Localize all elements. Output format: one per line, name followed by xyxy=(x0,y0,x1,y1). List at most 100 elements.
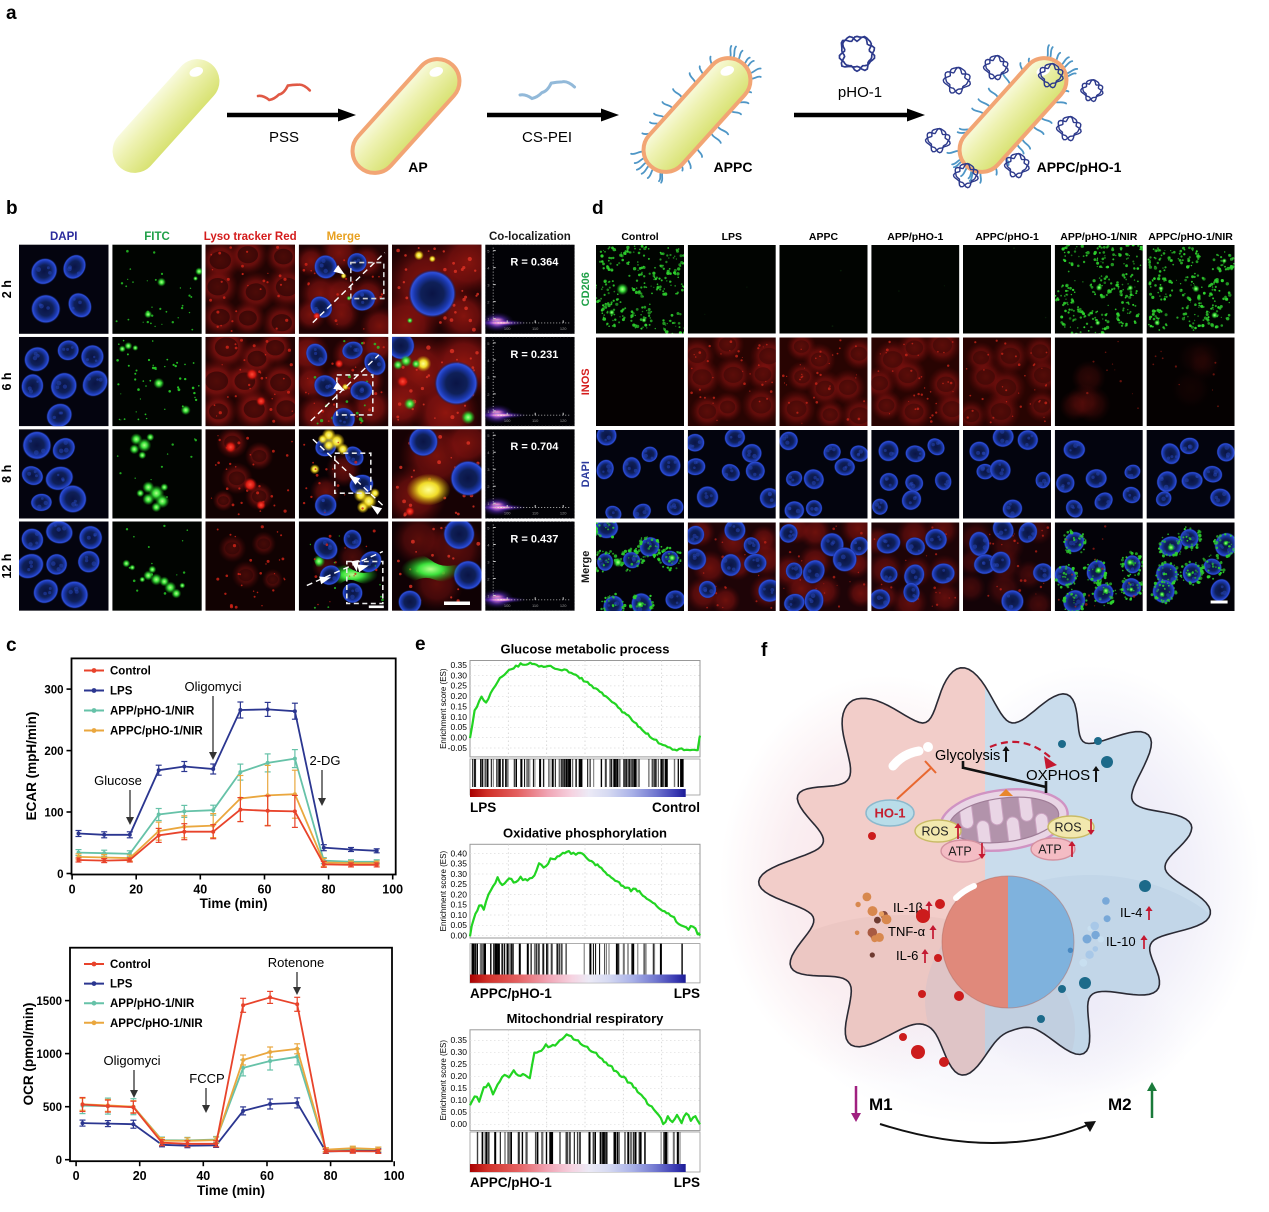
svg-text:5: 5 xyxy=(487,341,490,346)
svg-text:Control: Control xyxy=(652,800,700,815)
svg-text:0.30: 0.30 xyxy=(450,869,467,879)
svg-text:Mitochondrial respiratory: Mitochondrial respiratory xyxy=(507,1011,665,1026)
svg-text:CD206: CD206 xyxy=(580,272,592,306)
svg-text:0.35: 0.35 xyxy=(450,859,467,869)
svg-text:0: 0 xyxy=(73,1169,80,1183)
svg-text:4: 4 xyxy=(487,358,490,363)
svg-text:DAPI: DAPI xyxy=(580,461,592,487)
svg-text:0.05: 0.05 xyxy=(450,1107,467,1117)
svg-text:ROS: ROS xyxy=(921,825,948,839)
svg-text:5: 5 xyxy=(487,526,490,531)
svg-text:Control: Control xyxy=(110,666,151,678)
svg-text:0.20: 0.20 xyxy=(450,1071,467,1081)
svg-text:R = 0.364: R = 0.364 xyxy=(510,257,559,269)
svg-text:R = 0.437: R = 0.437 xyxy=(510,534,558,546)
svg-text:APP/pHO-1: APP/pHO-1 xyxy=(887,231,943,243)
svg-text:IL-1β: IL-1β xyxy=(893,900,923,915)
svg-text:ATP: ATP xyxy=(948,845,971,859)
svg-text:110: 110 xyxy=(532,418,539,423)
svg-text:1500: 1500 xyxy=(36,996,62,1008)
svg-text:3: 3 xyxy=(487,283,490,288)
svg-text:d: d xyxy=(592,198,604,219)
svg-text:300: 300 xyxy=(44,685,63,697)
svg-text:OCR (pmol/min): OCR (pmol/min) xyxy=(21,1003,36,1106)
svg-text:LPS: LPS xyxy=(110,979,133,991)
svg-text:Rotenone: Rotenone xyxy=(268,955,324,970)
svg-text:Merge: Merge xyxy=(580,551,592,583)
svg-text:APPC: APPC xyxy=(714,159,753,175)
svg-text:0: 0 xyxy=(69,883,76,897)
svg-text:0.20: 0.20 xyxy=(450,889,467,899)
svg-text:2: 2 xyxy=(487,484,490,489)
svg-text:1: 1 xyxy=(487,501,490,506)
svg-text:Co-localization: Co-localization xyxy=(489,231,571,243)
svg-text:110: 110 xyxy=(532,511,539,516)
svg-text:DAPI: DAPI xyxy=(50,231,77,243)
svg-text:Oligomyci: Oligomyci xyxy=(103,1053,160,1068)
svg-text:0.15: 0.15 xyxy=(450,1083,467,1093)
svg-text:c: c xyxy=(6,635,17,656)
svg-text:pHO-1: pHO-1 xyxy=(838,84,882,101)
svg-text:0.40: 0.40 xyxy=(450,848,467,858)
svg-text:b: b xyxy=(6,198,18,219)
svg-text:LPS: LPS xyxy=(674,1175,700,1190)
svg-text:CS-PEI: CS-PEI xyxy=(522,129,572,146)
svg-text:APP/pHO-1/NIR: APP/pHO-1/NIR xyxy=(1060,231,1137,243)
svg-text:APPC/pHO-1: APPC/pHO-1 xyxy=(975,231,1039,243)
svg-text:0: 0 xyxy=(56,1155,62,1167)
svg-text:0.05: 0.05 xyxy=(450,920,467,930)
svg-text:4: 4 xyxy=(487,543,490,548)
svg-text:APPC/pHO-1: APPC/pHO-1 xyxy=(1037,159,1122,175)
svg-text:120: 120 xyxy=(560,326,567,331)
svg-text:0.30: 0.30 xyxy=(450,1047,467,1057)
svg-text:ATP: ATP xyxy=(1038,843,1061,857)
svg-text:2-DG: 2-DG xyxy=(309,753,340,768)
svg-text:110: 110 xyxy=(532,603,539,608)
svg-text:M2: M2 xyxy=(1108,1095,1132,1114)
svg-text:500: 500 xyxy=(43,1102,62,1114)
svg-text:20: 20 xyxy=(129,883,143,897)
svg-text:APPC/pHO-1/NIR: APPC/pHO-1/NIR xyxy=(110,726,203,738)
svg-text:ROS: ROS xyxy=(1054,821,1081,835)
svg-text:100: 100 xyxy=(384,1169,405,1183)
svg-text:LPS: LPS xyxy=(674,986,700,1001)
svg-text:Control: Control xyxy=(621,231,658,243)
svg-text:60: 60 xyxy=(258,883,272,897)
svg-text:APPC/pHO-1: APPC/pHO-1 xyxy=(470,986,552,1001)
svg-text:0.35: 0.35 xyxy=(450,660,467,670)
svg-text:2 h: 2 h xyxy=(0,280,14,298)
svg-text:100: 100 xyxy=(504,418,511,423)
svg-text:Lyso tracker Red: Lyso tracker Red xyxy=(204,231,297,243)
svg-text:0.10: 0.10 xyxy=(450,712,467,722)
svg-text:0.15: 0.15 xyxy=(450,701,467,711)
svg-text:2: 2 xyxy=(487,392,490,397)
svg-text:3: 3 xyxy=(487,560,490,565)
svg-text:3: 3 xyxy=(487,375,490,380)
svg-text:Merge: Merge xyxy=(327,231,361,243)
svg-text:0.00: 0.00 xyxy=(450,1119,467,1129)
svg-text:8 h: 8 h xyxy=(0,465,14,483)
svg-text:40: 40 xyxy=(193,883,207,897)
svg-text:6 h: 6 h xyxy=(0,372,14,390)
svg-text:100: 100 xyxy=(504,326,511,331)
svg-text:0.25: 0.25 xyxy=(450,681,467,691)
svg-text:0.00: 0.00 xyxy=(450,930,467,940)
svg-text:e: e xyxy=(415,634,426,655)
svg-text:40: 40 xyxy=(196,1169,210,1183)
svg-text:LPS: LPS xyxy=(470,800,496,815)
svg-text:0.25: 0.25 xyxy=(450,879,467,889)
svg-text:-0.05: -0.05 xyxy=(448,743,468,753)
svg-text:1: 1 xyxy=(487,409,490,414)
svg-text:LPS: LPS xyxy=(722,231,742,243)
svg-text:R = 0.704: R = 0.704 xyxy=(510,441,559,453)
svg-text:ECAR (mpH/min): ECAR (mpH/min) xyxy=(24,712,39,821)
svg-text:80: 80 xyxy=(324,1169,338,1183)
svg-text:2: 2 xyxy=(487,300,490,305)
svg-text:120: 120 xyxy=(560,511,567,516)
svg-text:Control: Control xyxy=(110,959,151,971)
svg-text:120: 120 xyxy=(560,418,567,423)
svg-text:100: 100 xyxy=(504,511,511,516)
svg-text:0.10: 0.10 xyxy=(450,1095,467,1105)
svg-text:Enrichment score (ES): Enrichment score (ES) xyxy=(439,851,448,932)
svg-text:100: 100 xyxy=(382,883,403,897)
